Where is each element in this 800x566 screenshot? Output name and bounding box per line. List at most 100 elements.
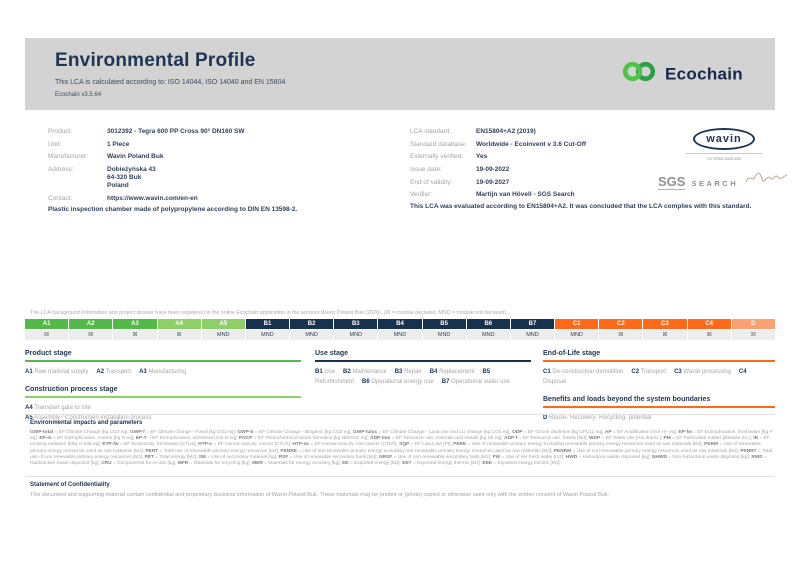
field-value: Wavin Poland Buk — [107, 153, 164, 161]
field-value: 1 Piece — [107, 140, 130, 148]
module-column: B4 MND — [378, 319, 422, 340]
field-value: 3012392 - Tegra 600 PP Cross 90° DN160 S… — [107, 128, 245, 135]
module-status-cell: MND — [290, 330, 334, 340]
stage-item: B5 Refurbishment — [315, 369, 491, 386]
module-column: C1 MND — [555, 319, 599, 340]
stage-item: A1 Raw material supply — [25, 369, 89, 375]
module-column: B5 MND — [422, 319, 466, 340]
module-column: B3 MND — [334, 319, 378, 340]
module-status-cell: ☒ — [643, 330, 687, 340]
module-code-cell: A2 — [69, 319, 113, 329]
module-status-cell: MND — [466, 330, 510, 340]
stage-column-eol: End-of-Life stage C1 De-construction dem… — [543, 350, 775, 424]
field-value: Yes — [476, 153, 488, 161]
product-stage-title: Product stage — [25, 350, 301, 362]
module-column: A5 MND — [201, 319, 245, 340]
wavin-wordmark: wavin — [693, 128, 755, 150]
stage-column-use: Use stage B1 Use B2 Maintenance B3 Repair B… — [315, 350, 543, 424]
module-code-cell: A3 — [113, 319, 157, 329]
stage-item: C3 Waste processing — [674, 369, 731, 375]
header-subtitle: This LCA is calculated according to: ISO… — [55, 79, 286, 86]
module-status-cell: ☒ — [157, 330, 201, 340]
module-code-cell: A4 — [157, 319, 201, 329]
app-version: Ecochain v3.5.64 — [55, 92, 102, 98]
stage-item: C1 De-construction demolition — [543, 369, 624, 375]
product-fields: Product: 3012392 - Tegra 600 PP Cross 90… — [48, 128, 378, 190]
module-code-cell: D — [731, 319, 775, 329]
confidentiality-title: Statement of Confidentiality — [30, 482, 110, 488]
stage-item: A3 Manufacturing — [139, 369, 187, 375]
infinity-chain-icon — [620, 60, 658, 89]
module-code-cell: C1 — [555, 319, 599, 329]
stage-item: B2 Maintenance — [343, 369, 387, 375]
confidentiality-section: Statement of Confidentiality This docume… — [25, 476, 775, 498]
module-code-cell: B5 — [422, 319, 466, 329]
stage-column-product: Product stage A1 Raw material supply A2 T… — [25, 350, 315, 424]
stage-item: B3 Repair — [394, 369, 422, 375]
module-status-cell: ☒ — [69, 330, 113, 340]
orbia-tagline: An Orbia business — [686, 153, 762, 161]
module-status-cell: ☒ — [25, 330, 69, 340]
field-value: Martijn van Hövell - SGS Search — [476, 191, 575, 199]
module-code-cell: C2 — [599, 319, 643, 329]
module-status-cell: MND — [378, 330, 422, 340]
module-declaration-table: A1 ☒ A2 ☒ A3 ☒ A4 ☒ A5 MND — [25, 319, 775, 340]
field-value: Dobieżyńska 43 64-320 Buk Poland — [107, 165, 156, 190]
module-code-cell: B2 — [290, 319, 334, 329]
module-status-cell: ☒ — [599, 330, 643, 340]
impacts-abbreviations: GWP-total = EF Climate Change [kg CO2 eq… — [30, 430, 773, 467]
construction-stage-title: Construction process stage — [25, 386, 301, 399]
module-code-cell: B7 — [510, 319, 555, 329]
module-status-cell: MND — [334, 330, 378, 340]
sgs-search-logo: SGS SEARCH — [658, 170, 788, 191]
module-column: A3 ☒ — [113, 319, 157, 340]
module-status-cell: MND — [422, 330, 466, 340]
module-column: B1 MND — [245, 319, 290, 340]
stage-item: B7 Operational water use — [441, 379, 510, 386]
eol-stage-title: End-of-Life stage — [543, 350, 775, 362]
page-title: Environmental Profile — [55, 50, 256, 71]
module-column: A1 ☒ — [25, 319, 69, 340]
lca-info-block: LCA standard: EN15804+A2 (2019) Standard… — [410, 128, 680, 199]
ecochain-wordmark: Ecochain — [665, 64, 743, 83]
lca-evaluation-note: This LCA was evaluated according to EN15… — [410, 203, 752, 210]
search-wordmark: SEARCH — [691, 179, 739, 188]
field-label: End of validity: — [410, 178, 453, 186]
module-status-cell: ☒ — [113, 330, 157, 340]
field-label: Address: — [48, 165, 74, 173]
module-code-cell: A5 — [201, 319, 245, 329]
benefits-title: Benefits and loads beyond the system bou… — [543, 396, 775, 409]
module-status-cell: ☒ — [731, 330, 775, 340]
stage-item: D Reuse- Recovery- Recycling- potential — [543, 415, 652, 422]
confidentiality-text: This document and supporting material co… — [30, 492, 610, 498]
field-value: Worldwide - Ecoinvent v 3.6 Cut-Off — [476, 140, 587, 148]
field-label: LCA standard: — [410, 128, 452, 135]
module-column: C2 ☒ — [599, 319, 643, 340]
stage-item: A4 Transport gate to site — [25, 405, 91, 412]
module-status-cell: MND — [245, 330, 290, 340]
module-code-cell: C4 — [687, 319, 731, 329]
impacts-section: Environmental impacts and parameters GWP… — [25, 414, 775, 467]
module-column: B7 MND — [510, 319, 555, 340]
product-info-block: Product: 3012392 - Tegra 600 PP Cross 90… — [48, 128, 378, 203]
module-code-cell: A1 — [25, 319, 69, 329]
field-label: Issue date: — [410, 165, 442, 173]
module-code-cell: B6 — [466, 319, 510, 329]
lca-fields: LCA standard: EN15804+A2 (2019) Standard… — [410, 128, 680, 199]
product-description: Plastic inspection chamber made of polyp… — [48, 206, 298, 213]
module-column: A4 ☒ — [157, 319, 201, 340]
field-label: Externally verified: — [410, 153, 464, 161]
wavin-logo: wavin An Orbia business — [686, 128, 762, 161]
field-value: 19-09-2027 — [476, 178, 510, 186]
stage-item: A5 Assembly / Construction installation … — [25, 415, 152, 422]
field-label: Manufacturer: — [48, 153, 89, 161]
use-stage-title: Use stage — [315, 350, 531, 362]
module-column: D ☒ — [731, 319, 775, 340]
module-status-cell: MND — [201, 330, 245, 340]
module-column: B6 MND — [466, 319, 510, 340]
header-band: Environmental Profile This LCA is calcul… — [25, 38, 775, 110]
contact-label: Contact: — [48, 194, 73, 202]
module-status-cell: MND — [510, 330, 555, 340]
contact-url[interactable]: https://www.wavin.com/en-en — [107, 194, 198, 202]
module-column: A2 ☒ — [69, 319, 113, 340]
